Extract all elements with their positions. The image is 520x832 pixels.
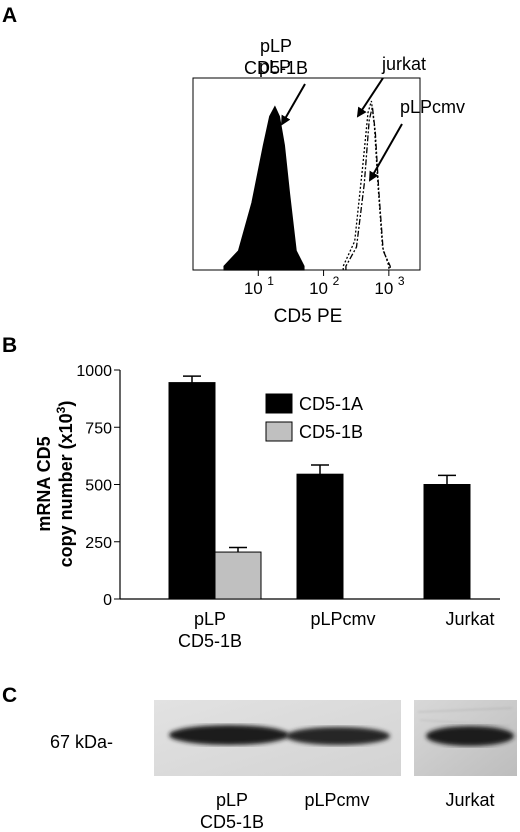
lane-label-2-0: Jurkat [445, 790, 494, 810]
bar-CD5-1A-1 [296, 473, 344, 600]
panel-b-letter: B [2, 334, 18, 357]
panel-a-letter: A [2, 4, 18, 27]
category-label-1-0: pLPcmv [310, 609, 375, 629]
bar-chart-y-tick-label-0: 0 [103, 592, 112, 609]
histogram-series-1 [342, 100, 390, 271]
arrow-jurkat [356, 77, 384, 118]
histogram-x-ticks: 10 1 10 2 10 3 [244, 270, 405, 298]
bar-chart-legend: CD5-1A CD5-1B [265, 393, 363, 442]
arrow-pLP-cd5-1b [281, 83, 306, 126]
panel-c-letter: C [2, 684, 18, 707]
bar-CD5-1B-0 [214, 551, 262, 600]
histogram-x-tick-exponent-0: 1 [267, 274, 274, 288]
series-label-pLP: pLP [260, 36, 292, 56]
series-label-pLP-line1: pLP [259, 57, 291, 77]
blot-band-pLP-cd5-1b [169, 725, 289, 745]
bar-chart-y-tick-label-3: 750 [85, 420, 112, 437]
bar-chart-bars [168, 375, 471, 600]
lane-label-0-0: pLP [216, 790, 248, 810]
bar-chart-y-axis-label: mRNA CD5 copy number (x103) [34, 401, 76, 568]
histogram-frame [192, 77, 421, 271]
legend-swatch-CD5-1B [265, 421, 293, 442]
legend-swatch-CD5-1A [265, 393, 293, 414]
category-label-0-1: CD5-1B [178, 631, 242, 651]
histogram-chart: 10 1 10 2 10 3 pLP pLP CD5-1B jurkat pLPcmv C… [192, 36, 465, 327]
histogram-curves [223, 100, 391, 271]
bar-chart-y-tick-label-2: 500 [85, 478, 112, 495]
blot-marker-label: 67 kDa- [50, 732, 114, 752]
bar-CD5-1A-0 [168, 382, 216, 600]
legend-label-CD5-1A: CD5-1A [299, 394, 363, 414]
histogram-series-2 [345, 106, 391, 271]
bar-chart-y-tick-label-1: 250 [85, 535, 112, 552]
histogram-series-0 [223, 105, 305, 271]
lane-label-0-1: CD5-1B [200, 812, 264, 832]
series-label-jurkat: jurkat [381, 54, 426, 74]
blot-band-jurkat [426, 726, 514, 746]
arrow-pLPcmv [369, 123, 403, 182]
category-label-0-0: pLP [194, 609, 226, 629]
category-label-2-0: Jurkat [445, 609, 494, 629]
series-label-cd5-1b: CD5-1B [244, 58, 308, 78]
blot-band-pLPcmv [286, 727, 390, 745]
bar-chart-y-tick-label-4: 1000 [76, 363, 112, 380]
histogram-x-tick-exponent-2: 3 [398, 274, 405, 288]
legend-label-CD5-1B: CD5-1B [299, 422, 363, 442]
histogram-x-axis-label: CD5 PE [274, 306, 343, 327]
histogram-x-tick-label-2: 10 [374, 279, 393, 298]
histogram-x-tick-label-0: 10 [244, 279, 263, 298]
bar-CD5-1A-2 [423, 484, 471, 600]
lane-label-1-0: pLPcmv [304, 790, 369, 810]
series-label-pLPcmv: pLPcmv [400, 97, 465, 117]
histogram-x-tick-exponent-1: 2 [333, 274, 340, 288]
histogram-x-tick-label-1: 10 [309, 279, 328, 298]
